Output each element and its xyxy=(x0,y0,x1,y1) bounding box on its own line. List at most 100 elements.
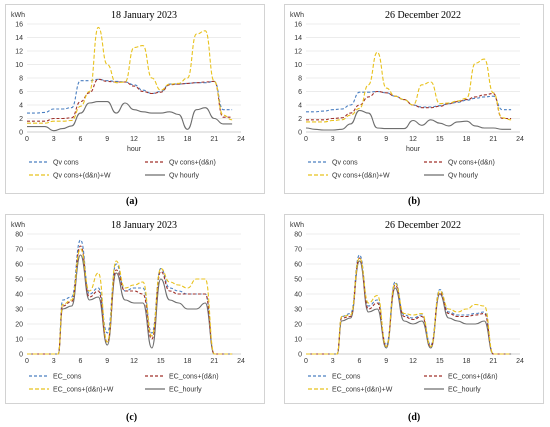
y-tick-label: 30 xyxy=(294,307,302,314)
y-tick-label: 8 xyxy=(19,76,23,83)
series-line-qv-cons xyxy=(27,78,233,114)
y-tick-label: 20 xyxy=(294,322,302,329)
x-tick-label: 9 xyxy=(105,136,109,143)
x-tick-label: 6 xyxy=(79,358,83,365)
series-line-qv-hourly xyxy=(305,109,512,131)
chart-panel-d: 0 10 20 30 40 50 60 70 80 0 3 6 9 12 15 18 21 24 26 Decemb… xyxy=(284,214,544,419)
legend-label: EC_cons+(d&n) xyxy=(448,374,498,381)
x-tick-label: 18 xyxy=(463,358,471,365)
y-unit-label: kWh xyxy=(290,222,304,229)
legend-label: Qv cons+(d&n) xyxy=(169,160,216,167)
y-tick-label: 0 xyxy=(19,352,23,359)
x-tick-label: 9 xyxy=(105,358,109,365)
y-tick-label: 40 xyxy=(15,292,23,299)
y-tick-label: 50 xyxy=(15,277,23,284)
x-tick-label: 12 xyxy=(409,136,417,143)
x-tick-label: 0 xyxy=(304,136,308,143)
y-tick-label: 30 xyxy=(15,307,23,314)
y-tick-label: 2 xyxy=(19,116,23,123)
y-unit-label: kWh xyxy=(11,222,25,229)
x-tick-label: 12 xyxy=(130,358,138,365)
y-tick-label: 4 xyxy=(298,103,302,110)
x-tick-label: 24 xyxy=(237,358,245,365)
series-line-ec-cons-d-n-w xyxy=(27,248,233,355)
x-tick-label: 18 xyxy=(463,136,471,143)
series-line-qv-cons-d-n-w xyxy=(306,51,512,123)
x-tick-label: 18 xyxy=(184,358,192,365)
chart-panel-a: 0 2 4 6 8 10 12 14 16 0 3 6 9 12 15 18 21 24 18 January 20… xyxy=(5,4,265,209)
y-tick-label: 60 xyxy=(15,262,23,269)
y-tick-label: 80 xyxy=(15,232,23,239)
panel-label-c: (c) xyxy=(126,412,138,423)
x-tick-label: 21 xyxy=(489,358,497,365)
y-tick-label: 40 xyxy=(294,292,302,299)
legend-label: EC_cons+(d&n)+W xyxy=(332,387,393,394)
chart-title: 26 December 2022 xyxy=(385,220,461,231)
chart-title: 18 January 2023 xyxy=(111,220,177,231)
chart-panel-c: 0 10 20 30 40 50 60 70 80 0 3 6 9 12 15 18 21 24 18 Januar… xyxy=(5,214,265,419)
panel-label-a: (a) xyxy=(126,196,138,207)
y-unit-label: kWh xyxy=(290,12,304,19)
x-tick-label: 15 xyxy=(436,136,444,143)
y-tick-label: 8 xyxy=(298,76,302,83)
legend-label: EC_hourly xyxy=(169,387,202,394)
y-tick-label: 10 xyxy=(294,62,302,69)
x-tick-label: 0 xyxy=(25,358,29,365)
legend-label: EC_cons xyxy=(53,374,82,381)
y-unit-label: kWh xyxy=(11,12,25,19)
x-tick-label: 15 xyxy=(157,358,165,365)
series-line-ec-cons-d-n-w xyxy=(306,257,512,355)
legend-label: Qv cons xyxy=(332,160,358,167)
y-tick-label: 10 xyxy=(294,337,302,344)
x-tick-label: 6 xyxy=(358,358,362,365)
x-tick-label: 12 xyxy=(130,136,138,143)
y-tick-label: 16 xyxy=(294,22,302,29)
x-tick-label: 3 xyxy=(331,358,335,365)
x-axis-label: hour xyxy=(406,146,421,153)
legend-label: Qv cons+(d&n) xyxy=(448,160,495,167)
x-tick-label: 21 xyxy=(489,136,497,143)
x-tick-label: 15 xyxy=(436,358,444,365)
y-tick-label: 60 xyxy=(294,262,302,269)
y-tick-label: 6 xyxy=(298,89,302,96)
x-tick-label: 24 xyxy=(237,136,245,143)
series-line-qv-hourly xyxy=(27,101,233,132)
chart-c-svg: 0 10 20 30 40 50 60 70 80 0 3 6 9 12 15 18 21 24 18 Januar… xyxy=(5,214,265,404)
x-tick-label: 12 xyxy=(409,358,417,365)
y-tick-label: 50 xyxy=(294,277,302,284)
y-tick-label: 4 xyxy=(19,103,23,110)
y-tick-label: 16 xyxy=(15,22,23,29)
legend-label: EC_cons+(d&n) xyxy=(169,374,219,381)
x-tick-label: 3 xyxy=(331,136,335,143)
chart-frame xyxy=(5,4,265,194)
legend-label: Qv hourly xyxy=(448,173,478,180)
x-tick-label: 3 xyxy=(52,358,56,365)
legend-label: Qv cons+(d&n)+W xyxy=(332,173,390,180)
legend-label: EC_cons+(d&n)+W xyxy=(53,387,114,394)
x-tick-label: 0 xyxy=(25,136,29,143)
x-tick-label: 9 xyxy=(384,136,388,143)
y-tick-label: 6 xyxy=(19,89,23,96)
y-tick-label: 14 xyxy=(294,35,302,42)
legend-label: EC_hourly xyxy=(448,387,481,394)
chart-frame xyxy=(284,4,544,194)
chart-title: 18 January 2023 xyxy=(111,10,177,21)
y-tick-label: 20 xyxy=(15,322,23,329)
chart-d-svg: 0 10 20 30 40 50 60 70 80 0 3 6 9 12 15 18 21 24 26 Decemb… xyxy=(284,214,544,404)
y-tick-label: 12 xyxy=(15,49,23,56)
series-line-qv-cons-d-n-w xyxy=(27,26,233,124)
legend-label: Qv hourly xyxy=(169,173,199,180)
series-line-qv-cons-d-n- xyxy=(26,78,233,122)
y-tick-label: 0 xyxy=(298,352,302,359)
y-tick-label: 10 xyxy=(15,337,23,344)
y-tick-label: 0 xyxy=(298,130,302,137)
x-tick-label: 15 xyxy=(157,136,165,143)
y-tick-label: 0 xyxy=(19,130,23,137)
chart-panel-b: 0 2 4 6 8 10 12 14 16 0 3 6 9 12 15 18 21 24 26 December 2… xyxy=(284,4,544,209)
x-axis-label: hour xyxy=(127,146,142,153)
panel-label-b: (b) xyxy=(408,196,421,207)
x-tick-label: 24 xyxy=(516,136,524,143)
x-tick-label: 21 xyxy=(210,136,218,143)
panel-label-d: (d) xyxy=(408,412,421,423)
